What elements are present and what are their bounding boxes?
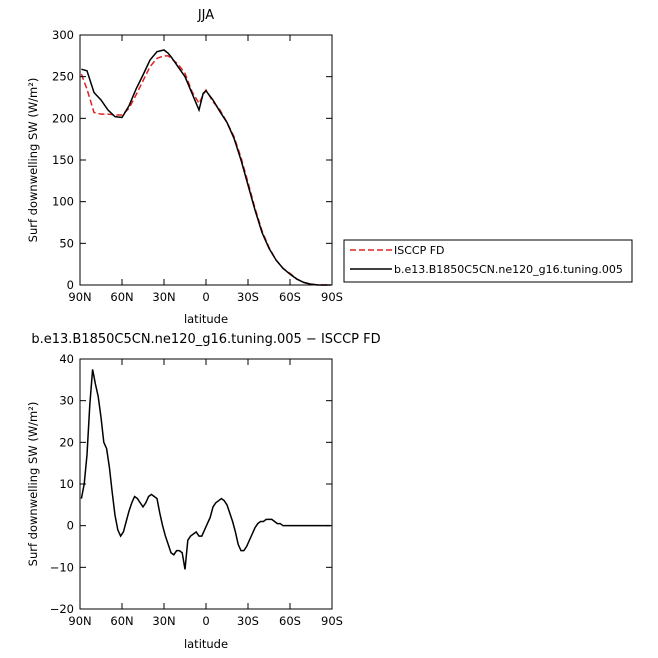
bottom-y-tick-label: 0 (67, 519, 74, 533)
top-ticks-group: 90N 60N 30N 0 30S 60S 90S 0 50 100 150 200 250 300 (52, 28, 343, 304)
top-panel: JJA 90N 60N 30N 0 30S 60S 90S 0 50 100 150 200 250 30… (26, 8, 343, 326)
top-y-tick-label: 250 (52, 70, 74, 84)
bottom-x-tick-label: 0 (202, 614, 209, 628)
bottom-ticks-group: 90N 60N 30N 0 30S 60S 90S −20 −10 0 10 20 30 40 (50, 352, 343, 628)
top-y-tick-label: 150 (52, 153, 74, 167)
bottom-series-group (80, 369, 331, 570)
top-y-tick-label: 100 (52, 195, 74, 209)
bottom-x-tick-label: 90S (321, 614, 343, 628)
top-y-tick-label: 50 (59, 236, 74, 250)
bottom-panel: b.e13.B1850C5CN.ne120_g16.tuning.005 − I… (26, 332, 381, 651)
bottom-x-tick-label: 60S (279, 614, 301, 628)
top-y-tick-label: 200 (52, 111, 74, 125)
top-plot-frame (79, 34, 333, 286)
bottom-x-tick-label: 90N (68, 614, 91, 628)
bottom-x-tick-label: 30N (152, 614, 175, 628)
top-series-line-1 (81, 49, 331, 286)
bottom-y-tick-label: −20 (50, 602, 74, 616)
bottom-series-line-0 (80, 369, 331, 570)
bottom-y-tick-label: −10 (50, 560, 74, 574)
legend-label-isccp: ISCCP FD (394, 244, 445, 257)
top-x-axis-label: latitude (184, 312, 228, 326)
top-x-tick-label: 60N (110, 290, 133, 304)
legend-label-model: b.e13.B1850C5CN.ne120_g16.tuning.005 (394, 263, 623, 276)
top-y-tick-label: 300 (52, 28, 74, 42)
bottom-y-axis-label: Surf downwelling SW (W/m²) (26, 402, 40, 567)
bottom-y-tick-label: 20 (59, 435, 74, 449)
top-x-tick-label: 60S (279, 290, 301, 304)
bottom-y-tick-label: 40 (59, 352, 74, 366)
bottom-y-tick-label: 10 (59, 477, 74, 491)
legend: ISCCP FD b.e13.B1850C5CN.ne120_g16.tunin… (343, 239, 633, 283)
bottom-x-tick-label: 30S (237, 614, 259, 628)
bottom-x-axis-label: latitude (184, 637, 228, 651)
top-y-tick-label: 0 (67, 278, 74, 292)
top-x-tick-label: 0 (202, 290, 209, 304)
bottom-y-tick-label: 30 (59, 394, 74, 408)
bottom-plot-frame (79, 358, 333, 610)
top-x-tick-label: 90N (68, 290, 91, 304)
top-y-axis-label: Surf downwelling SW (W/m²) (26, 78, 40, 243)
bottom-x-tick-label: 60N (110, 614, 133, 628)
top-chart-title: JJA (197, 8, 214, 23)
top-x-tick-label: 30N (152, 290, 175, 304)
legend-box (343, 239, 633, 283)
top-series-group (80, 49, 331, 286)
top-x-tick-label: 90S (321, 290, 343, 304)
top-x-tick-label: 30S (237, 290, 259, 304)
bottom-chart-title: b.e13.B1850C5CN.ne120_g16.tuning.005 − I… (31, 332, 380, 347)
